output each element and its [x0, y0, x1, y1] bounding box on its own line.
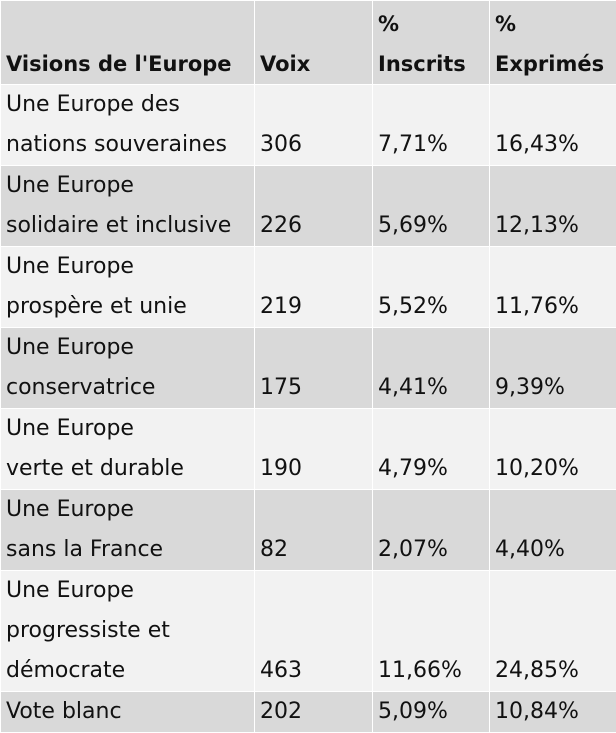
table-row: Une Europe des nations souveraines 306 7…: [1, 85, 616, 166]
inscrits-cell: 5,09%: [373, 692, 490, 733]
voix-cell: 175: [255, 328, 373, 409]
inscrits-cell: 4,79%: [373, 409, 490, 490]
voix-cell: 219: [255, 247, 373, 328]
inscrits-cell: 5,69%: [373, 166, 490, 247]
exprimes-cell: 12,13%: [490, 166, 616, 247]
header-pct-inscrits: % Inscrits: [373, 1, 490, 85]
vision-cell: Une Europe sans la France: [1, 490, 255, 571]
table-header-row: Visions de l'Europe Voix % Inscrits % Ex…: [1, 1, 616, 85]
inscrits-cell: 11,66%: [373, 571, 490, 692]
exprimes-cell: 11,76%: [490, 247, 616, 328]
voix-cell: 82: [255, 490, 373, 571]
header-voix: Voix: [255, 1, 373, 85]
table-row: Vote blanc 202 5,09% 10,84%: [1, 692, 616, 733]
header-visions: Visions de l'Europe: [1, 1, 255, 85]
vision-cell: Une Europe solidaire et inclusive: [1, 166, 255, 247]
vision-cell: Une Europe des nations souveraines: [1, 85, 255, 166]
inscrits-cell: 5,52%: [373, 247, 490, 328]
voix-cell: 463: [255, 571, 373, 692]
inscrits-cell: 4,41%: [373, 328, 490, 409]
exprimes-cell: 9,39%: [490, 328, 616, 409]
header-pct-exprimes: % Exprimés: [490, 1, 616, 85]
vision-cell: Une Europe prospère et unie: [1, 247, 255, 328]
inscrits-cell: 7,71%: [373, 85, 490, 166]
table-row: Une Europe progressiste et démocrate 463…: [1, 571, 616, 692]
exprimes-cell: 4,40%: [490, 490, 616, 571]
vision-cell: Une Europe progressiste et démocrate: [1, 571, 255, 692]
table-row: Une Europe prospère et unie 219 5,52% 11…: [1, 247, 616, 328]
exprimes-cell: 10,84%: [490, 692, 616, 733]
exprimes-cell: 24,85%: [490, 571, 616, 692]
voix-cell: 306: [255, 85, 373, 166]
vision-cell: Une Europe verte et durable: [1, 409, 255, 490]
voix-cell: 226: [255, 166, 373, 247]
inscrits-cell: 2,07%: [373, 490, 490, 571]
vision-cell: Une Europe conservatrice: [1, 328, 255, 409]
exprimes-cell: 10,20%: [490, 409, 616, 490]
table-row: Une Europe verte et durable 190 4,79% 10…: [1, 409, 616, 490]
table-row: Une Europe sans la France 82 2,07% 4,40%: [1, 490, 616, 571]
table-row: Une Europe solidaire et inclusive 226 5,…: [1, 166, 616, 247]
table-row: Une Europe conservatrice 175 4,41% 9,39%: [1, 328, 616, 409]
voix-cell: 202: [255, 692, 373, 733]
vision-cell: Vote blanc: [1, 692, 255, 733]
exprimes-cell: 16,43%: [490, 85, 616, 166]
voix-cell: 190: [255, 409, 373, 490]
